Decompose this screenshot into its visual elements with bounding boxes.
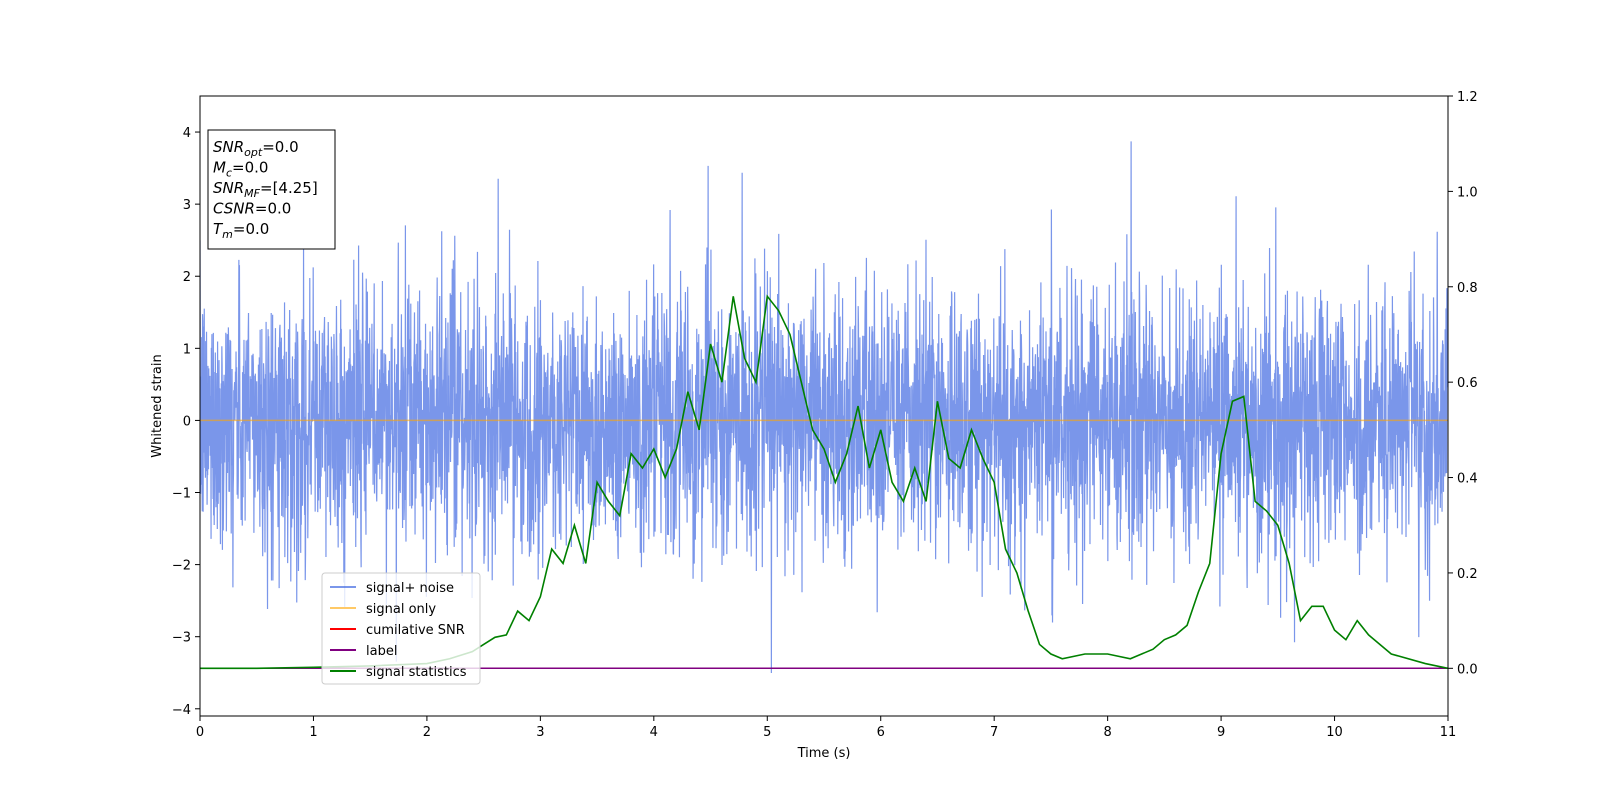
x-tick-label: 0: [196, 725, 204, 740]
y-right-tick-label: 1.2: [1457, 90, 1478, 105]
y-right-tick-label: 1.0: [1457, 185, 1478, 200]
signal-statistics-line: [200, 294, 1448, 670]
signal-plus-noise-line: [200, 141, 1448, 673]
info-box-line: SNRMF=[4.25]: [213, 179, 318, 200]
y-axis-label: Whitened strain: [150, 354, 165, 457]
y-left-tick-label: 0: [183, 414, 191, 429]
x-axis-ticks: 0 1 2 3 4 5 6 7 8 9 10 11: [196, 716, 1456, 740]
info-box-value: =0.0: [262, 138, 298, 156]
info-box-subscript: MF: [244, 187, 260, 200]
info-box-value: =0.0: [255, 200, 291, 218]
info-box-symbol: CSNR: [213, 200, 255, 218]
info-box-line: Mc=0.0: [213, 159, 268, 180]
x-tick-label: 10: [1326, 725, 1343, 740]
x-tick-label: 3: [536, 725, 544, 740]
y-left-axis-ticks: −4 −3 −2 −1 0 1 2 3 4: [172, 126, 200, 718]
info-box-line: SNRopt=0.0: [213, 138, 299, 159]
info-box: SNRopt=0.0Mc=0.0SNRMF=[4.25]CSNR=0.0Tm=0…: [207, 129, 336, 250]
x-tick-label: 5: [763, 725, 771, 740]
info-box-symbol: SNR: [213, 179, 244, 197]
y-left-tick-label: −2: [172, 559, 191, 574]
x-tick-label: 8: [1103, 725, 1111, 740]
legend-entry-label: signal only: [366, 602, 436, 617]
info-box-line: CSNR=0.0: [213, 200, 291, 218]
info-box-symbol: SNR: [213, 138, 244, 156]
y-left-tick-label: −3: [172, 631, 191, 646]
y-left-tick-label: −1: [172, 487, 191, 502]
series-signal-plus-noise: [200, 141, 1448, 673]
info-box-value: =0.0: [233, 220, 269, 238]
info-box-subscript: opt: [244, 146, 263, 159]
x-tick-label: 7: [990, 725, 998, 740]
x-tick-label: 11: [1440, 725, 1457, 740]
x-tick-label: 2: [423, 725, 431, 740]
series-signal-statistics: [200, 294, 1448, 670]
y-left-tick-label: 1: [183, 342, 191, 357]
legend: signal+ noise signal only cumilative SNR la…: [321, 572, 481, 685]
info-box-line: Tm=0.0: [213, 220, 269, 241]
y-right-tick-label: 0.0: [1457, 662, 1478, 677]
y-left-tick-label: 4: [183, 126, 191, 141]
y-right-axis-ticks: 0.0 0.2 0.4 0.6 0.8 1.0 1.2: [1448, 90, 1478, 677]
info-box-symbol: T: [213, 220, 224, 238]
info-box-subscript: m: [222, 228, 233, 241]
y-left-tick-label: 3: [183, 198, 191, 213]
legend-frame: [321, 572, 481, 685]
x-tick-label: 4: [650, 725, 658, 740]
legend-entry-label: signal+ noise: [366, 581, 454, 596]
info-box-value: =[4.25]: [260, 179, 318, 197]
x-axis-label: Time (s): [797, 746, 851, 761]
y-right-tick-label: 0.2: [1457, 567, 1478, 582]
x-tick-label: 6: [877, 725, 885, 740]
y-right-tick-label: 0.8: [1457, 281, 1478, 296]
legend-entry-label: cumilative SNR: [366, 623, 465, 638]
legend-entry-label: label: [366, 644, 397, 659]
axes-frame: [199, 95, 1449, 717]
info-box-frame: [207, 129, 336, 250]
info-box-value: =0.0: [232, 159, 268, 177]
x-tick-label: 1: [309, 725, 317, 740]
info-box-symbol: M: [213, 159, 226, 177]
y-right-tick-label: 0.6: [1457, 376, 1478, 391]
legend-entry-label: signal statistics: [366, 665, 467, 680]
info-box-subscript: c: [226, 167, 232, 180]
y-right-tick-label: 0.4: [1457, 472, 1478, 487]
y-left-tick-label: 2: [183, 270, 191, 285]
x-tick-label: 9: [1217, 725, 1225, 740]
y-left-tick-label: −4: [172, 703, 191, 718]
